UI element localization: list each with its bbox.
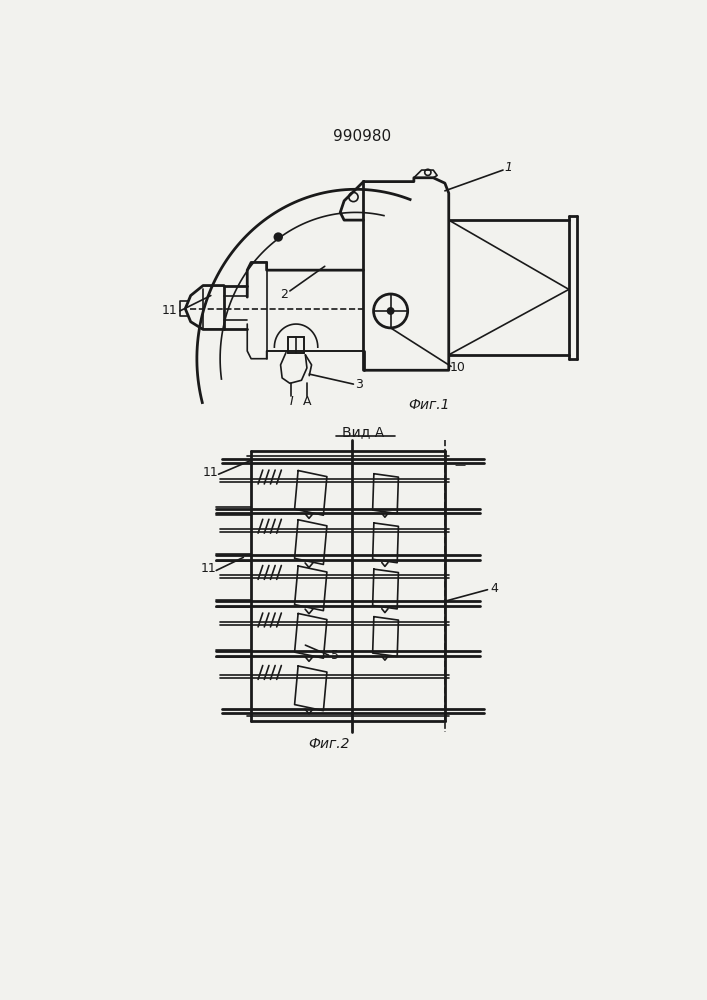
Text: 11: 11 [162, 304, 177, 317]
Text: Фиг.1: Фиг.1 [409, 398, 450, 412]
Text: 2: 2 [280, 288, 288, 301]
Text: I: I [290, 395, 293, 408]
Circle shape [387, 308, 394, 314]
Polygon shape [288, 337, 304, 353]
Text: 11: 11 [203, 466, 218, 479]
Text: 5: 5 [331, 649, 339, 662]
Text: 11: 11 [201, 562, 216, 575]
Text: A: A [303, 395, 311, 408]
Text: Вид А: Вид А [342, 425, 385, 439]
Text: 4: 4 [491, 582, 498, 595]
Text: 1: 1 [504, 161, 513, 174]
Text: 10: 10 [450, 361, 465, 374]
Text: —: — [455, 460, 466, 470]
Text: 990980: 990980 [333, 129, 391, 144]
Text: Фиг.2: Фиг.2 [308, 737, 349, 751]
Circle shape [274, 233, 282, 241]
Text: 3: 3 [355, 378, 363, 391]
